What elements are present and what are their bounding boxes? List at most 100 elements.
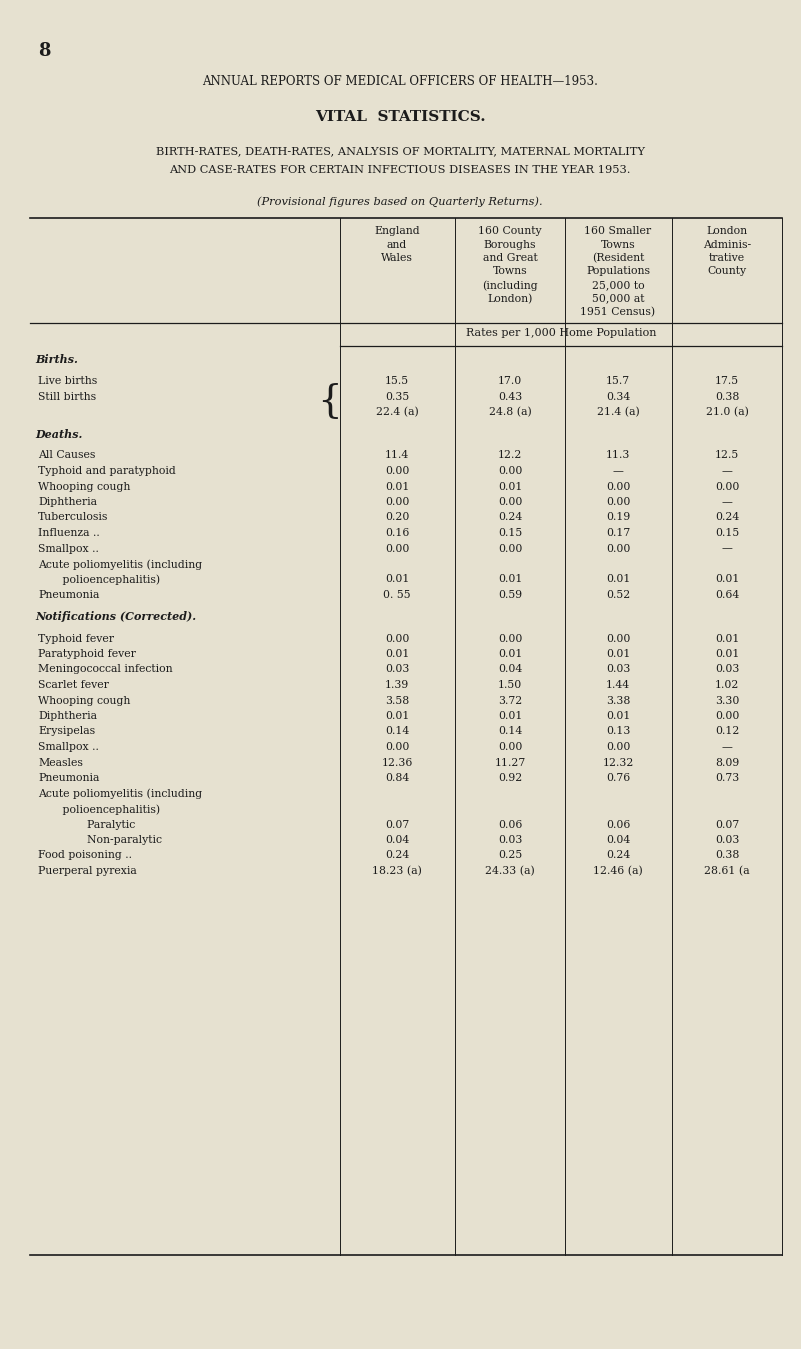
- Text: 0.92: 0.92: [498, 773, 522, 782]
- Text: 0.04: 0.04: [606, 835, 630, 844]
- Text: 0.24: 0.24: [714, 513, 739, 522]
- Text: 0.00: 0.00: [714, 711, 739, 720]
- Text: 0.01: 0.01: [384, 649, 409, 660]
- Text: 0.84: 0.84: [384, 773, 409, 782]
- Text: 0.01: 0.01: [384, 575, 409, 584]
- Text: 3.58: 3.58: [384, 696, 409, 706]
- Text: 0.03: 0.03: [606, 665, 630, 674]
- Text: 0.00: 0.00: [497, 465, 522, 476]
- Text: 160 Smaller: 160 Smaller: [585, 227, 651, 236]
- Text: 0.07: 0.07: [714, 819, 739, 830]
- Text: 12.5: 12.5: [714, 451, 739, 460]
- Text: 0.04: 0.04: [498, 665, 522, 674]
- Text: 0.19: 0.19: [606, 513, 630, 522]
- Text: 0.01: 0.01: [384, 711, 409, 720]
- Text: 0.00: 0.00: [497, 742, 522, 751]
- Text: Acute poliomyelitis (including: Acute poliomyelitis (including: [38, 558, 202, 569]
- Text: 0.17: 0.17: [606, 527, 630, 538]
- Text: Rates per 1,000 Home Population: Rates per 1,000 Home Population: [465, 328, 656, 339]
- Text: 12.46 (a): 12.46 (a): [593, 866, 643, 877]
- Text: polioencephalitis): polioencephalitis): [52, 575, 160, 585]
- Text: 0.03: 0.03: [714, 835, 739, 844]
- Text: 0.04: 0.04: [384, 835, 409, 844]
- Text: 0.73: 0.73: [714, 773, 739, 782]
- Text: Erysipelas: Erysipelas: [38, 727, 95, 737]
- Text: 0.00: 0.00: [606, 496, 630, 507]
- Text: Births.: Births.: [35, 353, 78, 366]
- Text: 0.25: 0.25: [498, 850, 522, 861]
- Text: 50,000 at: 50,000 at: [592, 294, 644, 304]
- Text: Adminis-: Adminis-: [703, 240, 751, 250]
- Text: 0.16: 0.16: [384, 527, 409, 538]
- Text: All Causes: All Causes: [38, 451, 95, 460]
- Text: Pneumonia: Pneumonia: [38, 590, 99, 600]
- Text: 0.35: 0.35: [384, 391, 409, 402]
- Text: trative: trative: [709, 254, 745, 263]
- Text: Whooping cough: Whooping cough: [38, 696, 131, 706]
- Text: Paralytic: Paralytic: [66, 819, 135, 830]
- Text: 0.03: 0.03: [497, 835, 522, 844]
- Text: Smallpox ..: Smallpox ..: [38, 544, 99, 553]
- Text: 1951 Census): 1951 Census): [581, 308, 655, 317]
- Text: 0.15: 0.15: [714, 527, 739, 538]
- Text: 12.36: 12.36: [381, 758, 413, 768]
- Text: Influenza ..: Influenza ..: [38, 527, 100, 538]
- Text: Deaths.: Deaths.: [35, 429, 83, 440]
- Text: 21.0 (a): 21.0 (a): [706, 407, 748, 417]
- Text: 0.00: 0.00: [497, 634, 522, 643]
- Text: 17.5: 17.5: [715, 376, 739, 386]
- Text: Typhoid and paratyphoid: Typhoid and paratyphoid: [38, 465, 175, 476]
- Text: VITAL  STATISTICS.: VITAL STATISTICS.: [315, 111, 485, 124]
- Text: Acute poliomyelitis (including: Acute poliomyelitis (including: [38, 789, 202, 799]
- Text: 15.5: 15.5: [385, 376, 409, 386]
- Text: Puerperal pyrexia: Puerperal pyrexia: [38, 866, 137, 876]
- Text: 0.01: 0.01: [497, 711, 522, 720]
- Text: London): London): [487, 294, 533, 304]
- Text: Populations: Populations: [586, 267, 650, 277]
- Text: 0.76: 0.76: [606, 773, 630, 782]
- Text: Non-paralytic: Non-paralytic: [66, 835, 162, 844]
- Text: 11.4: 11.4: [384, 451, 409, 460]
- Text: London: London: [706, 227, 747, 236]
- Text: 0.00: 0.00: [606, 742, 630, 751]
- Text: 3.72: 3.72: [498, 696, 522, 706]
- Text: 0.01: 0.01: [606, 711, 630, 720]
- Text: 0.59: 0.59: [498, 590, 522, 600]
- Text: Diphtheria: Diphtheria: [38, 711, 97, 720]
- Text: 0.01: 0.01: [384, 482, 409, 491]
- Text: 0.00: 0.00: [384, 742, 409, 751]
- Text: Meningococcal infection: Meningococcal infection: [38, 665, 173, 674]
- Text: 24.33 (a): 24.33 (a): [485, 866, 535, 877]
- Text: Food poisoning ..: Food poisoning ..: [38, 850, 132, 861]
- Text: 0.00: 0.00: [384, 544, 409, 553]
- Text: 1.44: 1.44: [606, 680, 630, 689]
- Text: 0.00: 0.00: [606, 482, 630, 491]
- Text: Scarlet fever: Scarlet fever: [38, 680, 109, 689]
- Text: polioencephalitis): polioencephalitis): [52, 804, 160, 815]
- Text: 0.01: 0.01: [606, 575, 630, 584]
- Text: 1.39: 1.39: [384, 680, 409, 689]
- Text: Towns: Towns: [601, 240, 635, 250]
- Text: 11.27: 11.27: [494, 758, 525, 768]
- Text: 0.00: 0.00: [714, 482, 739, 491]
- Text: 17.0: 17.0: [498, 376, 522, 386]
- Text: 0.00: 0.00: [606, 544, 630, 553]
- Text: 12.32: 12.32: [602, 758, 634, 768]
- Text: 0.01: 0.01: [606, 649, 630, 660]
- Text: 0.43: 0.43: [498, 391, 522, 402]
- Text: 11.3: 11.3: [606, 451, 630, 460]
- Text: —: —: [613, 465, 623, 476]
- Text: 0.64: 0.64: [714, 590, 739, 600]
- Text: 0.01: 0.01: [714, 634, 739, 643]
- Text: 0.01: 0.01: [497, 575, 522, 584]
- Text: 0.12: 0.12: [714, 727, 739, 737]
- Text: Whooping cough: Whooping cough: [38, 482, 131, 491]
- Text: 21.4 (a): 21.4 (a): [597, 407, 639, 417]
- Text: 0. 55: 0. 55: [383, 590, 411, 600]
- Text: 0.01: 0.01: [714, 649, 739, 660]
- Text: (Provisional figures based on Quarterly Returns).: (Provisional figures based on Quarterly …: [257, 196, 543, 206]
- Text: Towns: Towns: [493, 267, 527, 277]
- Text: 0.03: 0.03: [384, 665, 409, 674]
- Text: Tuberculosis: Tuberculosis: [38, 513, 108, 522]
- Text: and Great: and Great: [483, 254, 537, 263]
